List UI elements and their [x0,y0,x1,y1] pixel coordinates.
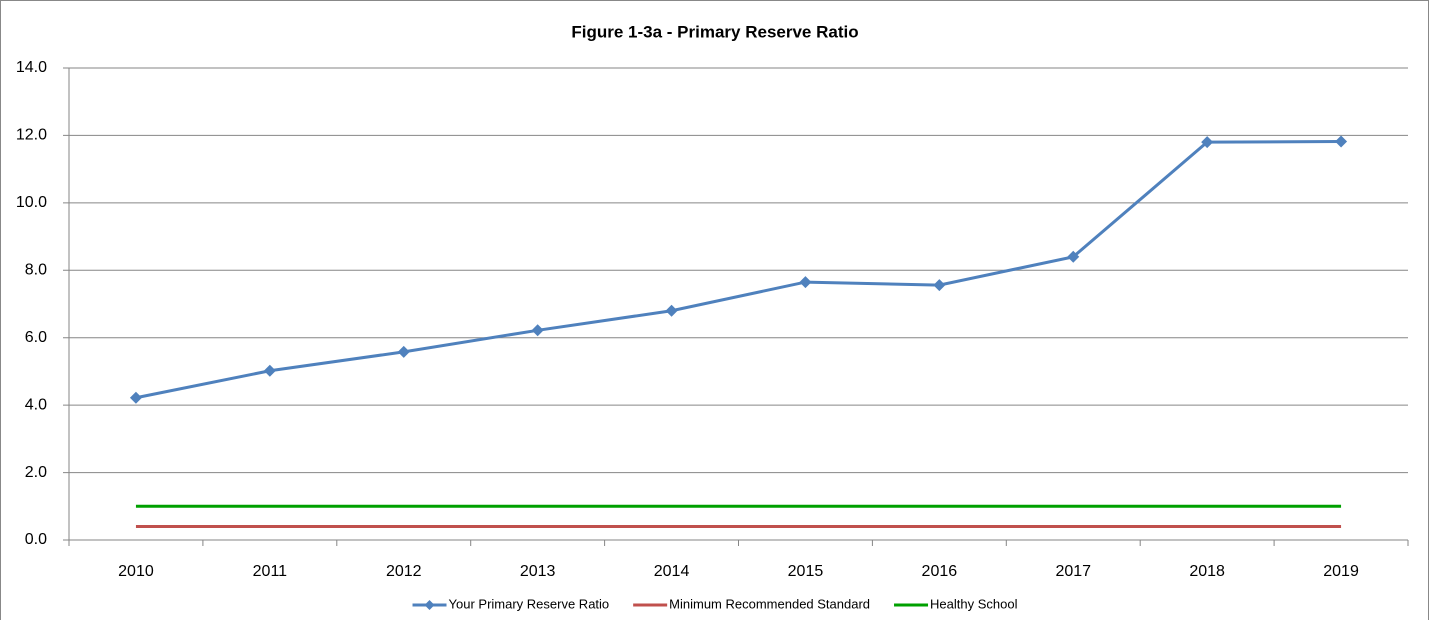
legend-label: Healthy School [930,596,1018,611]
point-marker [397,345,410,358]
point-marker [1067,250,1080,263]
legend: Your Primary Reserve Ratio Minimum Recomm… [412,596,1018,611]
point-marker [799,276,812,289]
point-marker [263,364,276,377]
y-tick-label: 14.0 [16,59,47,76]
point-marker [1201,136,1214,149]
point-marker [1335,135,1348,148]
x-tick-label: 2018 [1189,563,1225,580]
x-tick-label: 2016 [922,563,958,580]
y-tick-label: 12.0 [16,127,47,144]
x-tick-label: 2014 [654,563,690,580]
y-tick-label: 4.0 [25,396,47,413]
chart-title: Figure 1-3a - Primary Reserve Ratio [571,22,858,41]
x-tick-label: 2017 [1055,563,1091,580]
x-tick-label: 2012 [386,563,422,580]
legend-label: Your Primary Reserve Ratio [449,596,610,611]
x-tick-label: 2013 [520,563,556,580]
legend-label: Minimum Recommended Standard [669,596,870,611]
point-marker [531,324,544,337]
point-marker [129,391,142,404]
y-tick-label: 8.0 [25,262,47,279]
point-marker [933,279,946,292]
x-tick-label: 2015 [788,563,824,580]
y-tick-label: 2.0 [25,464,47,481]
x-tick-label: 2010 [118,563,154,580]
point-marker [665,304,678,317]
series-line [135,139,1342,400]
x-tick-label: 2011 [253,563,288,580]
y-tick-label: 10.0 [16,194,47,211]
y-tick-label: 0.0 [25,531,47,548]
legend-marker [424,600,435,610]
x-tick-label: 2019 [1323,563,1359,580]
y-tick-label: 6.0 [25,329,47,346]
